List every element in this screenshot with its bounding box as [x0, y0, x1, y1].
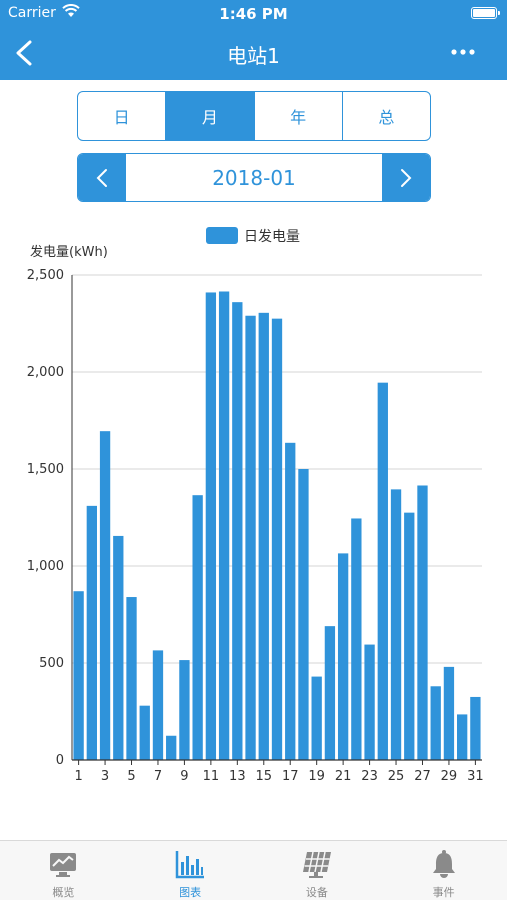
carrier-label: Carrier — [8, 5, 56, 21]
x-tick-label: 3 — [101, 769, 109, 784]
previous-period-button[interactable] — [78, 154, 126, 201]
bar — [390, 489, 402, 760]
x-tick-label: 15 — [256, 769, 273, 784]
bar — [417, 485, 428, 760]
next-period-button[interactable] — [382, 154, 430, 201]
x-tick-label: 11 — [203, 769, 220, 784]
bar — [470, 696, 481, 760]
status-bar: Carrier 1:46 PM — [0, 0, 507, 28]
bar — [205, 292, 217, 760]
bar — [232, 302, 243, 760]
nav-bar: 电站1 — [0, 28, 507, 80]
x-tick-label: 21 — [335, 769, 352, 784]
bar — [179, 660, 190, 760]
legend-label: 日发电量 — [244, 229, 300, 245]
bar — [113, 535, 124, 760]
y-axis-label: 发电量(kWh) — [30, 245, 108, 260]
x-tick-label: 13 — [229, 769, 246, 784]
bar — [364, 644, 375, 760]
back-button[interactable] — [12, 38, 36, 68]
bar — [311, 676, 322, 760]
tab-bar: 概览 图表 设备 事件 — [0, 840, 507, 900]
bar — [258, 312, 269, 760]
y-tick-label: 2,500 — [27, 268, 64, 283]
more-options-icon[interactable] — [451, 46, 475, 58]
y-tick-label: 2,000 — [27, 365, 64, 380]
x-tick-label: 17 — [282, 769, 299, 784]
x-tick-label: 23 — [361, 769, 378, 784]
tab-overview[interactable]: 概览 — [0, 841, 127, 900]
date-selector: 2018-01 — [77, 153, 431, 202]
x-tick-label: 29 — [441, 769, 458, 784]
header: Carrier 1:46 PM 电站1 — [0, 0, 507, 80]
bar — [245, 315, 256, 760]
bar-chart-icon — [175, 851, 205, 879]
tab-label: 概览 — [52, 886, 75, 899]
x-tick-label: 19 — [308, 769, 325, 784]
bar — [218, 291, 230, 760]
bar — [139, 705, 150, 760]
bar — [285, 442, 296, 760]
tab-day[interactable]: 日 — [78, 92, 167, 140]
bar — [271, 318, 283, 760]
bar — [324, 626, 336, 760]
x-tick-label: 1 — [74, 769, 82, 784]
bar — [192, 495, 203, 760]
monitor-icon — [50, 853, 77, 877]
bar — [99, 431, 111, 760]
bar — [73, 591, 84, 760]
page-title: 电站1 — [227, 44, 280, 68]
bar — [457, 714, 468, 760]
tab-month[interactable]: 月 — [166, 92, 255, 140]
tab-events[interactable]: 事件 — [380, 841, 507, 900]
x-tick-label: 25 — [388, 769, 405, 784]
chevron-right-icon — [401, 169, 412, 187]
bar — [443, 666, 455, 760]
bar — [86, 505, 97, 760]
y-tick-label: 500 — [39, 656, 64, 671]
tab-label: 事件 — [432, 886, 455, 899]
y-tick-label: 0 — [56, 753, 64, 768]
wifi-icon — [62, 4, 80, 17]
y-tick-label: 1,000 — [27, 559, 64, 574]
chevron-left-icon — [96, 169, 107, 187]
period-segmented-control: 日 月 年 总 — [77, 91, 431, 141]
bar — [337, 553, 349, 760]
tab-year[interactable]: 年 — [255, 92, 343, 140]
tab-label: 图表 — [179, 886, 202, 899]
bar — [126, 597, 137, 760]
tab-label: 设备 — [305, 886, 328, 899]
x-tick-label: 27 — [414, 769, 431, 784]
tab-devices[interactable]: 设备 — [254, 841, 381, 900]
x-tick-label: 7 — [154, 769, 162, 784]
solar-panel-icon — [302, 851, 331, 878]
bar — [377, 382, 388, 760]
bar — [351, 518, 362, 760]
x-tick-label: 31 — [467, 769, 484, 784]
x-tick-label: 9 — [180, 769, 188, 784]
clock: 1:46 PM — [219, 5, 288, 23]
x-tick-label: 5 — [127, 769, 135, 784]
tab-total[interactable]: 总 — [378, 108, 395, 127]
bell-icon — [432, 850, 455, 878]
selected-date[interactable]: 2018-01 — [212, 165, 296, 190]
bar — [404, 512, 415, 760]
battery-icon — [471, 7, 500, 19]
bar — [430, 686, 441, 760]
bar — [298, 469, 309, 760]
tab-charts[interactable]: 图表 — [127, 841, 254, 900]
legend-swatch — [206, 227, 238, 244]
bar — [166, 735, 177, 760]
bar — [152, 650, 164, 760]
y-tick-label: 1,500 — [27, 462, 64, 477]
